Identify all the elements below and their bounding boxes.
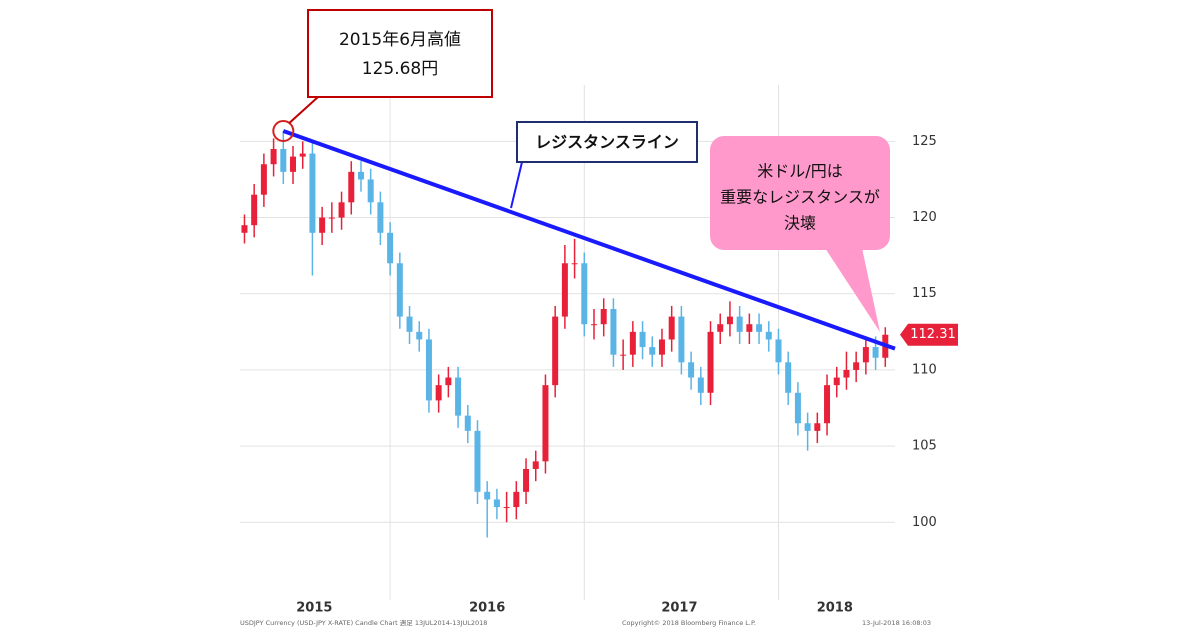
candle-body	[241, 225, 248, 233]
candle-body	[455, 377, 462, 416]
candle-body	[794, 392, 801, 424]
candle-body	[290, 156, 297, 172]
label-pointer	[510, 161, 523, 209]
x-tick-label: 2017	[661, 601, 697, 616]
y-tick-label: 120	[912, 210, 937, 225]
note-pointer	[288, 96, 319, 124]
candle-body	[600, 308, 607, 325]
candle-body	[387, 232, 394, 264]
candle-body	[367, 179, 374, 203]
candle-body	[678, 316, 685, 363]
candle-body	[610, 308, 617, 355]
high-marker	[272, 120, 295, 143]
footer-text: Copyright© 2018 Bloomberg Finance L.P.	[622, 619, 756, 627]
candle-body	[338, 202, 345, 218]
candle-body	[396, 263, 403, 317]
candle-body	[552, 316, 559, 386]
candle-body	[765, 331, 772, 340]
candle-body	[513, 491, 520, 508]
candle-body	[270, 148, 277, 165]
price-tag	[900, 323, 958, 346]
annotations: レジスタンスライン 2015年6月高値 125.68円米ドル/円は重要なレジスタンス…	[272, 9, 958, 351]
candle-body	[591, 324, 598, 326]
candle-body	[775, 339, 782, 363]
candle-body	[503, 507, 510, 509]
candle-body	[435, 385, 442, 401]
x-tick-label: 2018	[817, 601, 853, 616]
candle-body	[697, 377, 704, 393]
x-tick-label: 2016	[469, 601, 505, 616]
candle-body	[377, 202, 384, 233]
candle-body	[561, 263, 568, 317]
candle-body	[299, 153, 306, 157]
callout-text: 米ドル/円は	[757, 162, 842, 181]
candle-body	[746, 324, 753, 332]
candle-body	[726, 316, 733, 325]
candle-body	[260, 164, 267, 195]
candle-body	[532, 461, 539, 469]
candle-body	[464, 415, 471, 431]
note-text: 2015年6月高値	[339, 30, 461, 50]
candle-body	[639, 331, 646, 348]
candle-body	[833, 377, 840, 386]
callout-pointer	[825, 248, 880, 332]
price-tag-label: 112.31	[910, 327, 956, 342]
x-tick-label: 2015	[296, 601, 332, 616]
candle-body	[328, 217, 335, 219]
candle-body	[571, 263, 578, 265]
candle-body	[280, 148, 287, 172]
candle-body	[357, 171, 364, 180]
candle-body	[581, 263, 588, 325]
y-tick-label: 115	[912, 286, 937, 301]
candle-body	[658, 339, 665, 355]
candle-body	[707, 331, 714, 393]
candle-body	[523, 468, 530, 492]
candle-body	[425, 339, 432, 401]
y-tick-label: 100	[912, 515, 937, 530]
candle-body	[668, 316, 675, 340]
candle-body	[814, 423, 821, 431]
candle-body	[445, 377, 452, 386]
candle-body	[542, 385, 549, 462]
candle-body	[843, 369, 850, 378]
note-box	[307, 9, 493, 98]
candle-body	[736, 316, 743, 332]
footer-text: 13-Jul-2018 16:08:03	[862, 619, 931, 627]
candles	[241, 131, 889, 538]
candle-body	[872, 347, 879, 358]
callout-box	[710, 136, 890, 250]
resistance-label: レジスタンスライン	[535, 133, 679, 152]
footer-text: USDJPY Currency (USD-JPY X-RATE) Candle …	[240, 618, 487, 627]
candle-body	[853, 362, 860, 370]
candle-body	[348, 171, 355, 203]
candle-body	[251, 194, 258, 226]
candle-body	[824, 385, 831, 424]
candle-body	[756, 324, 763, 332]
candle-body	[688, 362, 695, 378]
candle-body	[785, 362, 792, 393]
candle-body	[484, 491, 491, 500]
candle-body	[620, 354, 627, 356]
candle-body	[416, 331, 423, 340]
candle-body	[406, 316, 413, 332]
callout-text: 重要なレジスタンスが	[720, 188, 880, 207]
candle-body	[862, 347, 869, 363]
resistance-line	[282, 129, 896, 351]
label-box	[516, 121, 698, 163]
note-text: 125.68円	[362, 59, 438, 79]
y-tick-label: 125	[912, 134, 937, 149]
candle-body	[804, 423, 811, 431]
y-tick-label: 110	[912, 362, 937, 377]
candle-body	[309, 153, 316, 233]
candle-body	[629, 331, 636, 355]
callout-text: 決壊	[784, 214, 816, 233]
candle-body	[474, 430, 481, 492]
y-tick-label: 105	[912, 439, 937, 454]
candle-body	[319, 217, 326, 233]
candle-body	[493, 499, 500, 508]
candle-body	[717, 324, 724, 332]
candle-body	[649, 347, 656, 355]
